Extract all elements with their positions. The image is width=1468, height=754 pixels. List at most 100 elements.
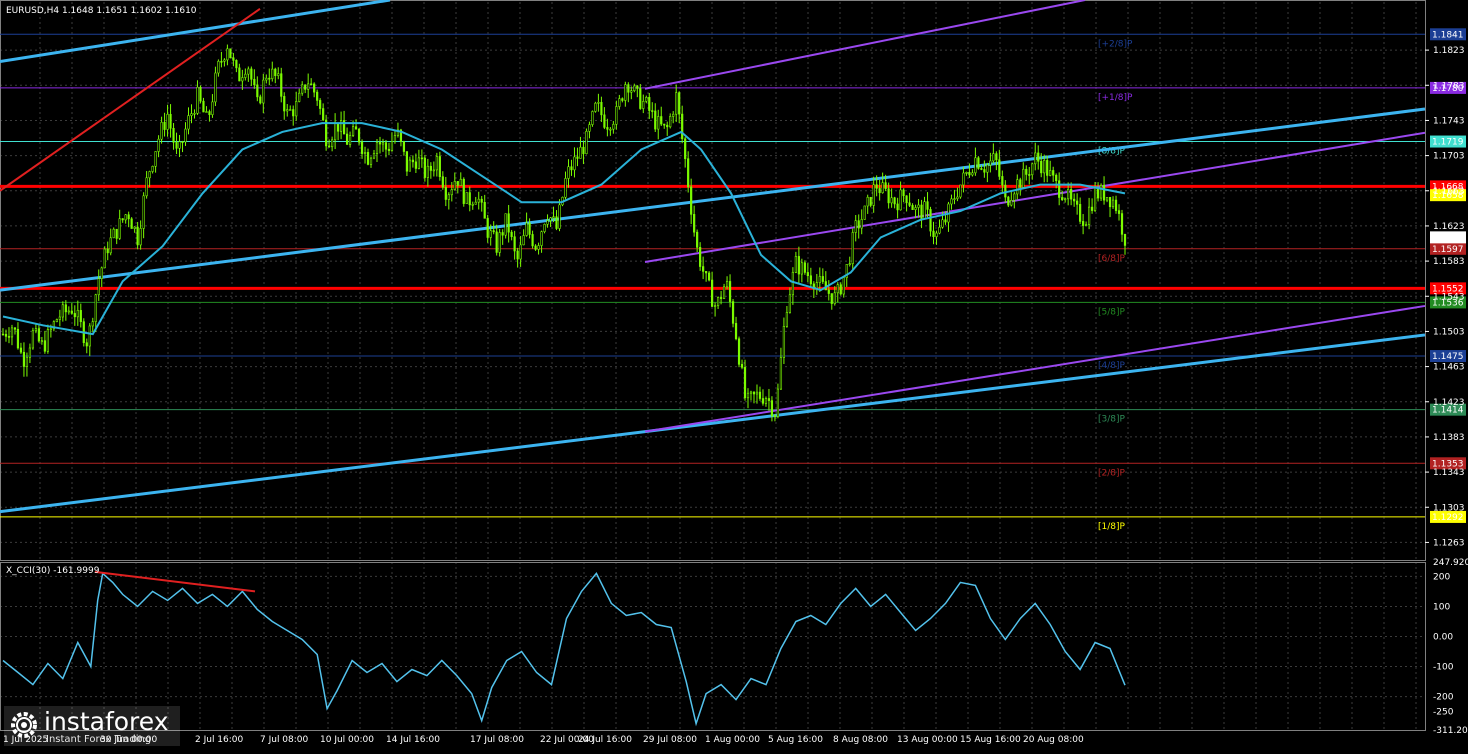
x-tick-label: 29 Jul 08:00	[643, 735, 697, 745]
candle-body	[474, 201, 477, 205]
candle-body	[696, 231, 699, 248]
candle-body	[785, 312, 789, 327]
candle-body	[534, 245, 537, 250]
level-label: [8/8]P	[1098, 147, 1126, 157]
candle-body	[73, 313, 76, 318]
candle-body	[88, 325, 91, 347]
candle-body	[420, 157, 423, 160]
candle-body	[244, 73, 247, 78]
candle-body	[546, 220, 549, 225]
candle-body	[31, 330, 35, 349]
candle-body	[1013, 193, 1016, 201]
candle-body	[699, 247, 702, 267]
candle-body	[893, 197, 896, 205]
candle-body	[803, 262, 806, 273]
candle-body	[7, 336, 11, 338]
moving-average	[2, 122, 1126, 336]
level-label: [2/8]P	[1098, 468, 1126, 478]
candle-body	[1120, 213, 1124, 235]
candle-body	[483, 201, 486, 219]
candle-body	[64, 304, 67, 313]
x-tick-label: 20 Aug 08:00	[1023, 735, 1084, 745]
candle-body	[758, 391, 762, 399]
candle-body	[549, 217, 552, 221]
level-price-tag	[1430, 135, 1466, 148]
candle-body	[654, 110, 657, 130]
candle-body	[1070, 188, 1073, 200]
candle-body	[468, 192, 471, 206]
candle-body	[1099, 185, 1103, 199]
candle-body	[169, 114, 172, 129]
y-tick-label: 1.1663	[1433, 187, 1465, 197]
level-price-tag	[1430, 296, 1466, 309]
candle-body	[926, 201, 929, 210]
x-tick-label: 22 Jul 00:00	[540, 735, 594, 745]
candle-body	[752, 391, 756, 395]
candle-body	[274, 68, 277, 77]
level-label: [1/8]P	[1098, 522, 1126, 532]
candle-body	[690, 186, 693, 215]
candle-body	[932, 230, 935, 237]
candle-body	[678, 92, 681, 115]
candle-body	[10, 327, 14, 338]
candle-body	[310, 83, 313, 86]
axes: 1.1823 1.1783 1.1743 1.1703 1.1663 1.1623 1.15…	[3, 46, 1468, 745]
candle-body	[322, 108, 325, 121]
candle-body	[776, 388, 780, 417]
candle-body	[405, 151, 409, 172]
gear-logo-icon	[11, 712, 37, 738]
candle-body	[693, 214, 696, 233]
candle-body	[339, 120, 343, 132]
candle-body	[722, 286, 726, 299]
candle-body	[923, 201, 926, 219]
candle-body	[423, 157, 426, 178]
candle-body	[13, 327, 17, 330]
candle-body	[672, 113, 675, 117]
candle-body	[567, 166, 570, 179]
candle-body	[513, 236, 516, 252]
candle-body	[396, 129, 400, 136]
candle-body	[283, 96, 286, 112]
candle-body	[495, 231, 498, 253]
candle-body	[271, 68, 274, 79]
candle-body	[998, 159, 1001, 177]
candle-body	[265, 77, 268, 81]
candle-body	[884, 182, 887, 190]
candle-body	[525, 222, 528, 236]
candle-body	[393, 135, 397, 142]
level-price-tag-text: 1.1353	[1432, 459, 1464, 469]
candle-body	[639, 88, 642, 109]
candle-body	[576, 156, 579, 159]
moving-average-line	[2, 122, 1126, 336]
candle-body	[390, 141, 394, 151]
candles	[1, 44, 1127, 422]
level-price-tag	[1430, 350, 1466, 363]
candle-body	[181, 141, 184, 144]
candle-body	[519, 244, 522, 260]
y-tick-label: 1.1423	[1433, 398, 1465, 408]
candle-body	[959, 184, 962, 198]
level-price-tag-text: 1.1780	[1432, 84, 1464, 94]
candle-body	[67, 310, 70, 313]
candle-body	[286, 109, 289, 112]
candle-body	[280, 73, 283, 97]
level-price-tag-text: 1.1536	[1432, 298, 1464, 308]
candle-body	[453, 181, 456, 190]
candle-body	[1096, 187, 1100, 199]
candle-body	[684, 138, 687, 160]
candle-body	[70, 310, 73, 314]
candle-body	[896, 203, 899, 211]
candle-body	[247, 68, 250, 75]
candle-body	[46, 329, 49, 352]
candle-body	[289, 109, 292, 111]
candle-body	[238, 67, 241, 82]
candle-body	[414, 161, 417, 169]
x-tick-label: 7 Jul 08:00	[260, 735, 309, 745]
cci-indicator[interactable]	[2, 570, 1126, 727]
current-price-tag	[1430, 231, 1466, 244]
candle-body	[160, 121, 163, 140]
candle-body	[944, 219, 947, 223]
